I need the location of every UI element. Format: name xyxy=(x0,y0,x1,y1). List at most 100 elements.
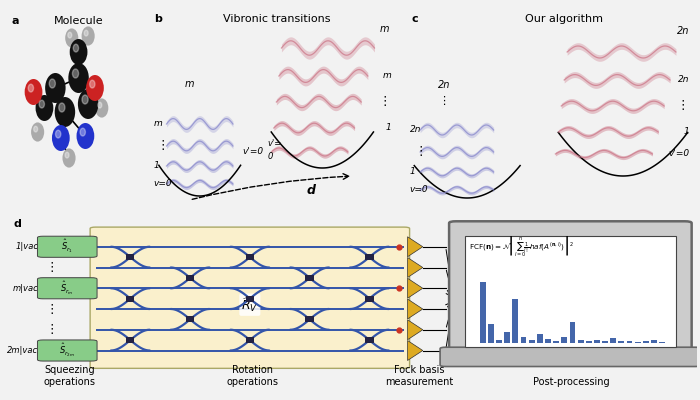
Circle shape xyxy=(49,79,55,88)
Circle shape xyxy=(78,89,99,119)
Bar xyxy=(545,339,551,343)
Text: v=0: v=0 xyxy=(410,186,428,194)
Bar xyxy=(496,340,502,343)
Text: 1: 1 xyxy=(683,128,689,136)
Text: $\hat{S}_{r_m}$: $\hat{S}_{r_m}$ xyxy=(60,280,74,297)
Bar xyxy=(186,316,194,322)
Circle shape xyxy=(65,152,69,158)
Text: ⋮: ⋮ xyxy=(438,96,449,106)
Circle shape xyxy=(25,79,43,105)
Text: 1: 1 xyxy=(410,168,416,176)
Circle shape xyxy=(39,100,44,108)
Text: Squeezing
operations: Squeezing operations xyxy=(43,365,95,387)
FancyBboxPatch shape xyxy=(38,236,97,257)
Bar xyxy=(561,337,567,343)
Circle shape xyxy=(69,63,89,93)
Bar xyxy=(528,340,535,343)
FancyBboxPatch shape xyxy=(90,227,410,368)
Circle shape xyxy=(28,84,34,92)
Bar xyxy=(578,340,584,343)
Text: b: b xyxy=(154,14,162,24)
FancyBboxPatch shape xyxy=(440,347,700,366)
Polygon shape xyxy=(407,320,423,340)
Text: Rotation
operations: Rotation operations xyxy=(227,365,279,387)
Text: 0: 0 xyxy=(267,152,273,161)
Text: 1|vac⟩: 1|vac⟩ xyxy=(15,242,41,251)
Text: 2m|vac⟩: 2m|vac⟩ xyxy=(7,346,41,355)
Text: m: m xyxy=(185,79,194,89)
Circle shape xyxy=(31,122,44,142)
Bar xyxy=(570,322,575,343)
Circle shape xyxy=(55,97,75,127)
Circle shape xyxy=(59,103,65,112)
Circle shape xyxy=(74,44,78,52)
Circle shape xyxy=(98,102,102,108)
Text: 1: 1 xyxy=(386,124,391,132)
Polygon shape xyxy=(407,258,423,278)
Bar xyxy=(480,282,486,343)
Bar xyxy=(512,300,518,343)
Bar xyxy=(602,341,608,343)
Polygon shape xyxy=(407,340,423,360)
Text: 2n: 2n xyxy=(438,80,450,90)
Text: Molecule: Molecule xyxy=(54,16,104,26)
Bar xyxy=(126,296,134,302)
Text: $\widehat{R}_V$: $\widehat{R}_V$ xyxy=(241,295,258,314)
Text: Our algorithm: Our algorithm xyxy=(525,14,603,24)
Bar xyxy=(186,275,194,281)
Text: 1: 1 xyxy=(154,162,160,170)
Bar xyxy=(618,341,624,343)
Circle shape xyxy=(82,26,94,46)
Text: d: d xyxy=(307,184,316,197)
Circle shape xyxy=(68,32,71,38)
Text: v=0: v=0 xyxy=(154,180,172,188)
Text: 2n: 2n xyxy=(678,76,689,84)
Text: ⋮: ⋮ xyxy=(46,302,58,316)
FancyBboxPatch shape xyxy=(449,221,692,354)
Circle shape xyxy=(34,126,38,132)
Circle shape xyxy=(55,130,61,138)
Bar xyxy=(659,342,665,343)
Bar xyxy=(594,340,600,343)
Text: $\hat{S}_{r_1}$: $\hat{S}_{r_1}$ xyxy=(62,238,74,255)
Text: ⋮: ⋮ xyxy=(379,96,391,108)
Circle shape xyxy=(84,30,88,36)
Bar xyxy=(586,341,592,343)
Circle shape xyxy=(70,39,88,65)
Text: Post-processing: Post-processing xyxy=(533,377,610,387)
FancyBboxPatch shape xyxy=(38,340,97,361)
Text: d: d xyxy=(14,220,22,230)
Circle shape xyxy=(90,80,95,88)
Text: a: a xyxy=(12,16,19,26)
Bar xyxy=(651,340,657,343)
Bar xyxy=(126,254,134,260)
Circle shape xyxy=(76,123,94,149)
Circle shape xyxy=(52,125,70,151)
Text: m: m xyxy=(379,24,389,34)
Bar xyxy=(365,254,374,260)
Bar xyxy=(365,296,374,302)
Bar xyxy=(365,337,374,343)
Bar xyxy=(610,338,616,343)
Text: c: c xyxy=(412,14,418,24)
Circle shape xyxy=(36,95,53,121)
Bar xyxy=(246,337,254,343)
Polygon shape xyxy=(407,278,423,298)
Text: ⋮: ⋮ xyxy=(156,140,169,152)
Text: v'=: v'= xyxy=(267,140,281,148)
Text: $\mathrm{FCF}(\mathbf{n})=\mathcal{N}\!\left|\sum_{l=0}^{n}\!\frac{1}{l!}haf(A^{: $\mathrm{FCF}(\mathbf{n})=\mathcal{N}\!\… xyxy=(468,234,573,258)
Text: $\hat{S}_{r_{2m}}$: $\hat{S}_{r_{2m}}$ xyxy=(60,342,76,359)
Text: m: m xyxy=(154,120,162,128)
Bar xyxy=(537,334,542,343)
Text: ⋮: ⋮ xyxy=(414,146,427,158)
Text: Fock basis
measurement: Fock basis measurement xyxy=(385,365,454,387)
Circle shape xyxy=(62,148,76,168)
Circle shape xyxy=(65,28,78,48)
Text: 2n: 2n xyxy=(410,126,421,134)
Bar xyxy=(626,341,632,343)
FancyBboxPatch shape xyxy=(38,278,97,299)
Circle shape xyxy=(45,73,66,103)
Circle shape xyxy=(82,95,88,104)
Circle shape xyxy=(80,128,85,136)
Bar xyxy=(521,337,526,343)
